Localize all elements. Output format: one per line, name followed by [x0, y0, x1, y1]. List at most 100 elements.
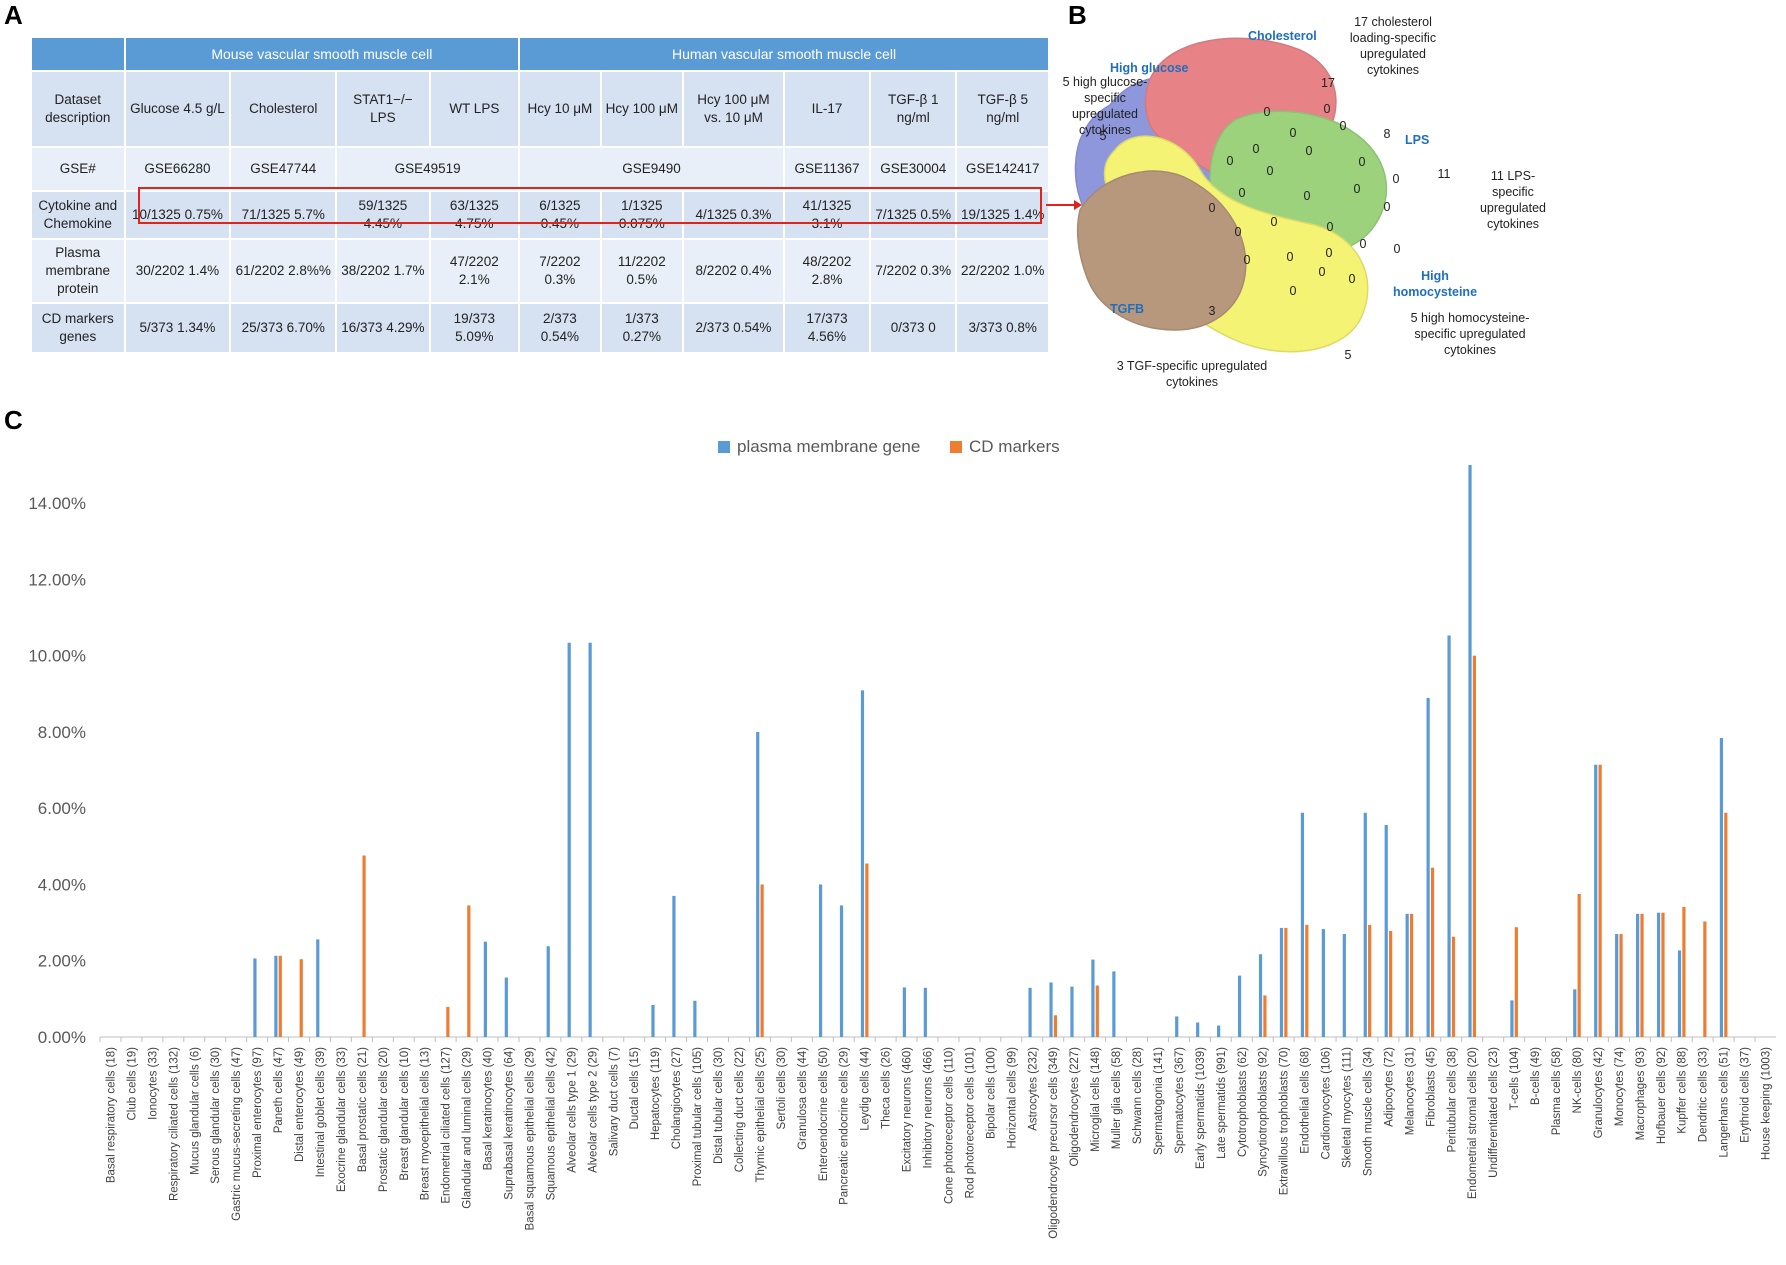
gse-id: GSE30004 [871, 148, 956, 190]
cytokine-cell: 71/1325 5.7% [231, 192, 336, 238]
x-category-label: Monocytes (74) [1614, 1047, 1626, 1126]
gse-id: GSE49519 [337, 148, 519, 190]
x-category-label: Granulocytes (42) [1593, 1047, 1605, 1139]
venn-count-homocysteine: 5 [1345, 348, 1352, 362]
cytokine-cell: 7/1325 0.5% [871, 192, 956, 238]
venn-count-zero: 0 [1290, 126, 1297, 140]
cd-cell: 25/373 6.70% [231, 304, 336, 352]
venn-count-zero: 0 [1209, 201, 1216, 215]
cd-cell: 1/373 0.27% [601, 304, 682, 352]
row-label-plasma: Plasma membrane protein [32, 240, 124, 302]
gse-id: GSE47744 [231, 148, 336, 190]
y-tick-label: 4.00% [38, 875, 86, 894]
y-tick-label: 8.00% [38, 723, 86, 742]
x-category-label: T-cells (104) [1509, 1047, 1521, 1110]
x-category-label: Suprabasal keratinocytes (64) [504, 1047, 516, 1200]
header-blank-cell [32, 38, 124, 70]
x-category-label: Syncytiotrophoblasts (92) [1258, 1047, 1270, 1177]
x-category-label: Squamous epithelial cells (42) [545, 1047, 557, 1201]
cd-cell: 3/373 0.8% [957, 304, 1048, 352]
bar-plasma-membrane [860, 690, 865, 1037]
venn-count-zero: 0 [1349, 272, 1356, 286]
venn-set-tgfb [1076, 170, 1247, 331]
dataset-name: IL-17 [784, 72, 870, 146]
x-category-label: Endometrial ciliated cells (127) [441, 1047, 453, 1204]
venn-annotation-cholesterol: 17 cholesterol loading-specific upregula… [1349, 15, 1437, 77]
cytokine-cell: 10/1325 0.75% [125, 192, 230, 238]
x-category-label: Melanocytes (31) [1404, 1047, 1416, 1135]
panel-label-a: A [4, 0, 23, 30]
x-category-label: Cardiomyocytes (106) [1321, 1047, 1333, 1160]
legend-label-cd: CD markers [969, 437, 1060, 456]
dataset-name: Hcy 100 μM vs. 10 μM [684, 72, 783, 146]
x-category-label: Salivary duct cells (7) [608, 1047, 620, 1156]
bar-cd-markers [1472, 655, 1477, 1037]
bar-cd-markers [1430, 867, 1435, 1037]
x-category-label: Respiratory ciliated cells (132) [168, 1047, 180, 1201]
x-category-label: Peritubular cells (38) [1446, 1047, 1458, 1153]
bar-plasma-membrane [1426, 697, 1430, 1037]
x-category-label: Exocrine glandular cells (33) [336, 1047, 348, 1192]
bar-plasma-membrane [1594, 764, 1598, 1037]
venn-label-glucose: High glucose [1110, 61, 1189, 75]
x-category-label: Thymic epithelial cells (25) [755, 1047, 767, 1183]
panel-label-b: B [1068, 0, 1087, 30]
venn-count-zero: 0 [1354, 182, 1361, 196]
venn-count-zero: 0 [1271, 215, 1278, 229]
x-category-label: Horizontal cells (99) [1006, 1047, 1018, 1149]
dataset-name: Glucose 4.5 g/L [125, 72, 230, 146]
dataset-name: Hcy 10 μM [520, 72, 600, 146]
x-category-label: Smooth muscle cells (34) [1362, 1047, 1374, 1176]
bar-chart: plasma membrane gene CD markers 0.00% 2.0… [28, 437, 1776, 1239]
bar-cd-markers [1619, 934, 1623, 1037]
bar-plasma-membrane [923, 987, 927, 1037]
x-category-label: Mucus glandular cells (6) [189, 1047, 201, 1175]
bar-plasma-membrane [651, 1004, 655, 1037]
x-category-label: Skeletal myocytes (111) [1342, 1047, 1354, 1168]
bar-plasma-membrane [483, 941, 487, 1037]
dataset-name: Hcy 100 μM [601, 72, 682, 146]
x-category-label: Kupffer cells (88) [1677, 1047, 1689, 1134]
bar-plasma-membrane [1217, 1025, 1221, 1037]
venn-count-zero: 0 [1304, 189, 1311, 203]
x-category-label: Erythroid cells (37) [1740, 1047, 1752, 1143]
y-tick-label: 14.00% [28, 494, 86, 513]
bar-cd-markers [1263, 995, 1267, 1037]
bar-plasma-membrane [588, 642, 592, 1037]
x-category-label: Granulosa cells (44) [797, 1047, 809, 1150]
bar-cd-markers [1095, 985, 1099, 1037]
x-category-label: Endometrial stromal cells (20) [1467, 1047, 1479, 1199]
x-category-label: Oligodendrocyte precursor cells (349) [1048, 1047, 1060, 1239]
dataset-name: TGF-β 5 ng/ml [957, 72, 1048, 146]
cytokine-row-highlight [138, 187, 1042, 224]
bar-cd-markers [1661, 912, 1665, 1037]
venn-count-cholesterol: 17 [1321, 76, 1335, 90]
cd-cell: 16/373 4.29% [337, 304, 429, 352]
bar-plasma-membrane [1070, 986, 1074, 1037]
venn-count-zero: 0 [1264, 105, 1271, 119]
row-label-cytokine: Cytokine and Chemokine [32, 192, 124, 238]
x-category-label: Enteroendocrine cells (50) [818, 1047, 830, 1181]
bar-plasma-membrane [1405, 913, 1409, 1037]
bar-cd-markers [1640, 913, 1644, 1037]
x-category-label: Rod photoreceptor cells (101) [964, 1047, 976, 1199]
group-header-mouse: Mouse vascular smooth muscle cell [125, 38, 519, 70]
bar-plasma-membrane [1321, 929, 1325, 1037]
x-category-label: Proximal tubular cells (105) [692, 1047, 704, 1187]
venn-count-tgfb: 3 [1209, 304, 1216, 318]
y-tick-label: 10.00% [28, 647, 86, 666]
cytokine-cell: 6/1325 0.45% [520, 192, 600, 238]
venn-count-zero: 0 [1326, 246, 1333, 260]
y-tick-label: 6.00% [38, 799, 86, 818]
bar-cd-markers [1724, 812, 1728, 1037]
x-category-label: Undifferentiated cells (23) [1488, 1047, 1500, 1178]
cd-cell: 0/373 0 [871, 304, 956, 352]
bar-plasma-membrane [756, 731, 760, 1037]
bar-plasma-membrane [1447, 635, 1451, 1037]
chart-legend: plasma membrane gene CD markers [718, 437, 1060, 456]
venn-count-zero: 0 [1239, 186, 1246, 200]
venn-count-zero: 0 [1319, 265, 1326, 279]
x-category-label: Club cells (19) [126, 1047, 138, 1121]
venn-count-zero: 0 [1227, 154, 1234, 168]
x-category-label: Oligodendrocytes (227) [1069, 1047, 1081, 1167]
